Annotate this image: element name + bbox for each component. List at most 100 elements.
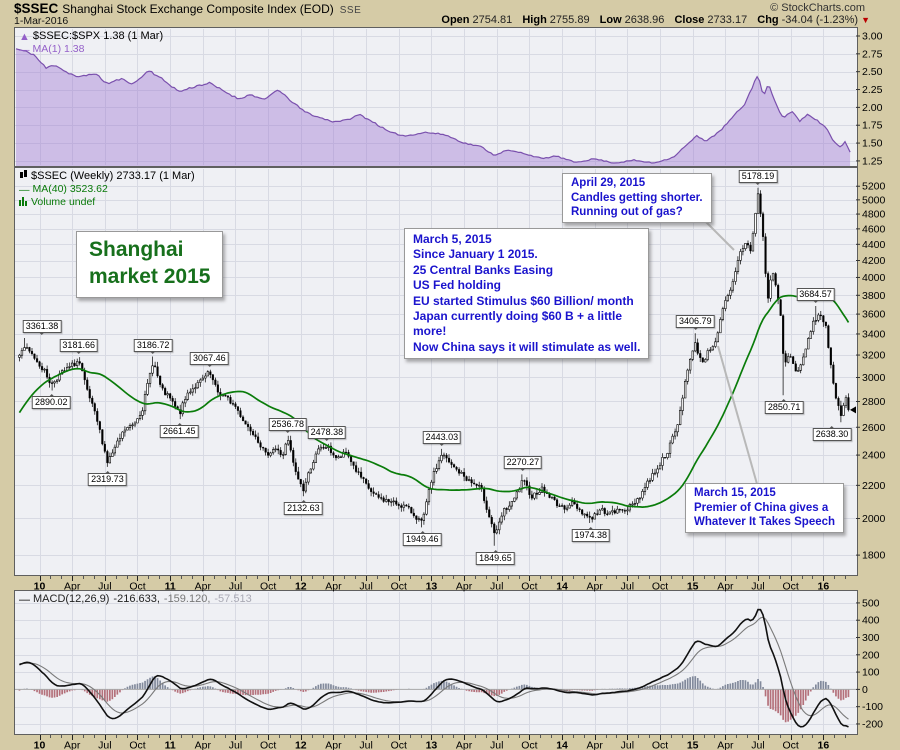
ratio-ma-text: MA(1) 1.38 bbox=[32, 43, 85, 55]
ma40-line bbox=[18, 293, 850, 508]
svg-text:16: 16 bbox=[817, 740, 829, 750]
svg-text:2800: 2800 bbox=[862, 396, 886, 408]
svg-text:Apr: Apr bbox=[325, 581, 342, 593]
ohlc-quote-row: Open 2754.81 High 2755.89 Low 2638.96 Close… bbox=[434, 14, 870, 26]
annotation-line: market 2015 bbox=[89, 265, 211, 288]
svg-text:Oct: Oct bbox=[521, 740, 537, 750]
macd-signal-line bbox=[19, 616, 849, 720]
svg-text:Jul: Jul bbox=[621, 581, 634, 593]
exchange-label: SSE bbox=[339, 5, 362, 16]
svg-text:400: 400 bbox=[862, 615, 880, 627]
svg-text:Jul: Jul bbox=[98, 740, 111, 750]
svg-text:3600: 3600 bbox=[862, 309, 886, 321]
ratio-area bbox=[16, 48, 851, 166]
svg-text:2600: 2600 bbox=[862, 422, 886, 434]
main-ma-text: MA(40) 3523.62 bbox=[32, 183, 108, 195]
svg-text:Apr: Apr bbox=[717, 581, 734, 593]
svg-text:2200: 2200 bbox=[862, 480, 886, 492]
svg-text:200: 200 bbox=[862, 649, 880, 661]
svg-text:Apr: Apr bbox=[456, 581, 473, 593]
svg-text:Oct: Oct bbox=[129, 581, 145, 593]
svg-text:1800: 1800 bbox=[862, 550, 886, 562]
chg-label: Chg bbox=[757, 14, 779, 26]
annotation-shanghai-market: Shanghai market 2015 bbox=[76, 231, 224, 298]
ma-line-icon: — bbox=[19, 44, 30, 56]
macd-hist-positive bbox=[23, 676, 832, 690]
svg-text:1.75: 1.75 bbox=[862, 120, 883, 132]
svg-text:Oct: Oct bbox=[391, 740, 407, 750]
main-legend-line3: Volume undef bbox=[19, 196, 95, 209]
annotation-line: EU started Stimulus $60 Billion/ month bbox=[413, 293, 634, 308]
svg-text:3000: 3000 bbox=[862, 372, 886, 384]
annotation-line: Since January 1 2015. bbox=[413, 247, 538, 262]
svg-text:4000: 4000 bbox=[862, 272, 886, 284]
svg-text:1.25: 1.25 bbox=[862, 155, 883, 167]
svg-text:500: 500 bbox=[862, 597, 880, 609]
svg-text:Jul: Jul bbox=[751, 581, 764, 593]
svg-text:Apr: Apr bbox=[456, 740, 473, 750]
svg-text:Oct: Oct bbox=[391, 581, 407, 593]
macd-label: MACD(12,26,9) bbox=[33, 593, 110, 605]
svg-text:Jul: Jul bbox=[751, 740, 764, 750]
svg-text:Apr: Apr bbox=[717, 740, 734, 750]
ratio-legend-line2: — MA(1) 1.38 bbox=[19, 43, 84, 56]
main-legend-line1: $SSEC (Weekly) 2733.17 (1 Mar) bbox=[19, 170, 195, 183]
svg-text:Oct: Oct bbox=[652, 581, 668, 593]
annotation-line: Whatever It Takes Speech bbox=[694, 516, 836, 528]
svg-text:3400: 3400 bbox=[862, 328, 886, 340]
annotation-line: 25 Central Banks Easing bbox=[413, 262, 554, 277]
open-value: 2754.81 bbox=[472, 14, 513, 26]
svg-text:4200: 4200 bbox=[862, 255, 886, 267]
low-value: 2638.96 bbox=[624, 14, 665, 26]
low-label: Low bbox=[599, 14, 622, 26]
svg-text:Oct: Oct bbox=[783, 740, 799, 750]
svg-text:13: 13 bbox=[426, 740, 438, 750]
volume-legend-text: Volume undef bbox=[31, 196, 96, 208]
svg-text:Jul: Jul bbox=[229, 581, 242, 593]
macd-line-icon: — bbox=[19, 594, 30, 606]
ratio-legend-line1: ▲ $SSEC:$SPX 1.38 (1 Mar) bbox=[19, 30, 163, 43]
svg-text:13: 13 bbox=[426, 581, 438, 593]
macd-value-3: -57.513 bbox=[214, 593, 252, 605]
svg-text:Apr: Apr bbox=[64, 581, 81, 593]
macd-hist-negative bbox=[18, 689, 850, 723]
svg-text:10: 10 bbox=[34, 740, 46, 750]
annotation-line: Premier of China gives a bbox=[694, 501, 829, 514]
open-label: Open bbox=[441, 14, 470, 26]
annotation-april29: April 29, 2015 Candles getting shorter. … bbox=[562, 173, 712, 223]
macd-legend: — MACD(12,26,9) -216.633, -159.120, -57.513 bbox=[19, 593, 252, 606]
annotation-line: US Fed holding bbox=[413, 278, 501, 293]
annotation-line: Shanghai bbox=[89, 238, 184, 261]
svg-text:2.25: 2.25 bbox=[862, 84, 883, 96]
ratio-legend-text: $SSEC:$SPX 1.38 (1 Mar) bbox=[32, 30, 164, 42]
svg-text:4800: 4800 bbox=[862, 209, 886, 221]
svg-text:15: 15 bbox=[687, 740, 699, 750]
close-label: Close bbox=[674, 14, 705, 26]
down-triangle-icon: ▼ bbox=[861, 15, 870, 25]
annotation-line: March 5, 2015 bbox=[413, 232, 492, 246]
svg-text:5200: 5200 bbox=[862, 181, 886, 193]
svg-text:2000: 2000 bbox=[862, 513, 886, 525]
last-price-marker bbox=[850, 406, 856, 414]
svg-text:Apr: Apr bbox=[587, 740, 604, 750]
annotation-line: more! bbox=[413, 324, 447, 339]
ma-line-icon: — bbox=[19, 184, 30, 196]
svg-text:2.50: 2.50 bbox=[862, 66, 883, 78]
main-legend-line2: — MA(40) 3523.62 bbox=[19, 183, 108, 196]
svg-text:Apr: Apr bbox=[325, 740, 342, 750]
svg-text:Oct: Oct bbox=[260, 581, 276, 593]
high-value: 2755.89 bbox=[549, 14, 590, 26]
svg-text:Apr: Apr bbox=[64, 740, 81, 750]
annotation-line: March 15, 2015 bbox=[694, 487, 776, 499]
svg-text:Jul: Jul bbox=[490, 581, 503, 593]
svg-text:100: 100 bbox=[862, 667, 880, 679]
svg-text:4400: 4400 bbox=[862, 239, 886, 251]
svg-text:14: 14 bbox=[556, 581, 568, 593]
annotation-line: Now China says it will stimulate as well… bbox=[413, 339, 641, 354]
svg-text:3800: 3800 bbox=[862, 290, 886, 302]
svg-text:15: 15 bbox=[687, 581, 699, 593]
candles-layer bbox=[18, 187, 850, 546]
svg-text:5000: 5000 bbox=[862, 194, 886, 206]
